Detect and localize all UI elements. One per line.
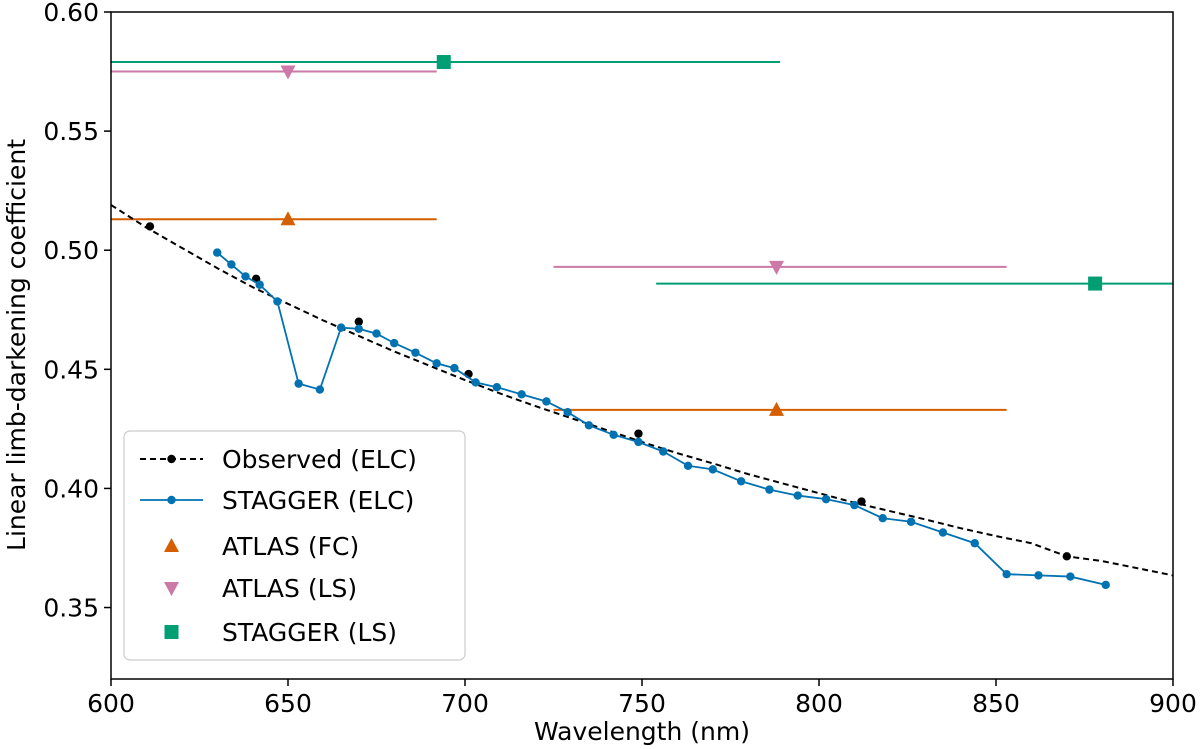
stagger-elc-point	[255, 280, 264, 289]
legend: Observed (ELC) STAGGER (ELC) ATLAS (FC) ATL…	[123, 430, 466, 661]
legend-label: STAGGER (LS)	[222, 618, 397, 647]
stagger-elc-point	[1002, 569, 1011, 579]
stagger-elc-point	[372, 329, 381, 338]
y-tick-label: 0.40	[43, 474, 99, 503]
stagger-elc-point	[634, 437, 643, 447]
legend-label: ATLAS (LS)	[222, 574, 357, 603]
legend-label: Observed (ELC)	[222, 445, 417, 474]
stagger-elc-point	[609, 430, 618, 440]
stagger-elc-point	[213, 248, 222, 257]
range-marker	[769, 401, 785, 416]
stagger-elc-line	[216, 251, 1106, 586]
stagger-elc-point	[970, 539, 979, 548]
stagger-elc-point	[708, 465, 717, 474]
y-tick-label: 0.45	[43, 355, 99, 384]
range-marker	[280, 65, 296, 80]
legend-symbol-marker	[164, 582, 179, 596]
stagger-elc-point	[765, 485, 774, 494]
stagger-elc-point	[850, 500, 859, 510]
stagger-elc-point	[584, 421, 594, 430]
stagger-elc-point	[432, 359, 441, 368]
legend-label: STAGGER (ELC)	[222, 486, 414, 515]
x-axis-label: Wavelength (nm)	[534, 717, 750, 746]
y-axis: 0.35 0.40 0.45 0.50 0.55 0.60	[43, 0, 111, 623]
stagger-elc-point	[354, 324, 363, 334]
stagger-elc-point	[736, 477, 746, 486]
stagger-elc-point	[336, 323, 346, 332]
x-tick-label: 850	[972, 689, 1020, 718]
stagger-elc-point	[517, 390, 526, 399]
stagger-elc-point	[542, 397, 551, 406]
stagger-elc-point	[878, 514, 887, 523]
x-tick-label: 650	[264, 689, 312, 718]
range-marker	[769, 260, 785, 275]
observed-point	[857, 497, 866, 506]
y-tick-label: 0.55	[43, 117, 99, 146]
x-tick-label: 700	[441, 689, 489, 718]
stagger-elc-point	[659, 447, 668, 456]
stagger-elc-point	[227, 260, 236, 269]
stagger-elc-point	[294, 379, 303, 388]
y-tick-label: 0.60	[43, 0, 99, 27]
y-axis-label: Linear limb-darkening coefficient	[2, 139, 31, 551]
observed-point	[145, 222, 155, 231]
stagger-elc-point	[315, 385, 325, 394]
x-tick-label: 800	[795, 689, 843, 718]
stagger-elc-point	[492, 382, 502, 392]
stagger-elc-point	[1101, 580, 1110, 590]
stagger-elc-point	[471, 378, 480, 387]
x-tick-label: 600	[87, 689, 135, 718]
stagger-elc-point	[241, 272, 250, 281]
observed-point	[354, 317, 363, 326]
observed-point	[634, 429, 643, 438]
x-axis: 600 650 700 750 800 850 900	[87, 679, 1197, 718]
legend-symbol-stagger-elc-point	[167, 495, 176, 505]
observed-point	[1062, 552, 1072, 561]
stagger-elc-point	[450, 363, 459, 373]
stagger-elc-point	[411, 348, 420, 357]
legend-symbol-observed-point	[167, 454, 176, 464]
range-marker	[280, 211, 296, 226]
legend-symbol-marker	[164, 538, 179, 552]
range-marker	[436, 55, 451, 70]
stagger-elc-point	[938, 528, 948, 537]
stagger-elc-point	[1066, 572, 1075, 581]
legend-label: ATLAS (FC)	[222, 532, 359, 561]
y-tick-label: 0.35	[43, 594, 99, 623]
stagger-elc-point	[273, 297, 282, 306]
legend-frame	[123, 430, 466, 661]
x-tick-label: 900	[1149, 689, 1197, 718]
legend-symbol-marker	[164, 625, 179, 639]
stagger-elc-point	[390, 338, 399, 348]
x-tick-label: 750	[618, 689, 666, 718]
stagger-elc-point	[563, 408, 572, 417]
stagger-elc-point	[821, 494, 831, 504]
plot-area	[111, 55, 1173, 590]
stagger-elc-point	[683, 461, 693, 470]
range-marker	[1088, 276, 1103, 291]
y-tick-label: 0.50	[43, 236, 99, 265]
stagger-elc-point	[1034, 571, 1043, 580]
stagger-elc-point	[906, 517, 916, 526]
stagger-elc-point	[793, 491, 802, 500]
